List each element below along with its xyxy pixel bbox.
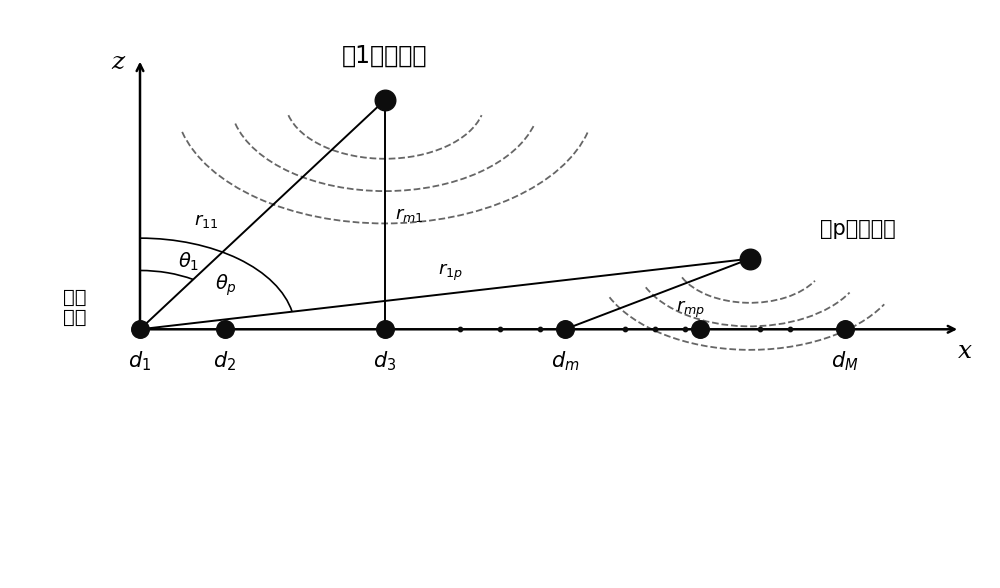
Point (752, 325, 768, 334)
Point (782, 325, 798, 334)
Point (217, 325, 233, 334)
Text: $d_2$: $d_2$ (213, 350, 237, 373)
Text: $d_M$: $d_M$ (831, 350, 859, 373)
Point (532, 325, 548, 334)
Point (377, 95, 393, 105)
Text: $r_{m1}$: $r_{m1}$ (395, 206, 424, 223)
Text: $\theta_p$: $\theta_p$ (215, 272, 237, 298)
Point (742, 254, 758, 263)
Point (452, 325, 468, 334)
Text: $r_{mp}$: $r_{mp}$ (676, 299, 705, 320)
Point (837, 325, 853, 334)
Text: 第p个信号源: 第p个信号源 (820, 219, 896, 239)
Point (692, 325, 708, 334)
Text: $r_{11}$: $r_{11}$ (194, 212, 218, 230)
Point (557, 325, 573, 334)
Text: 第1个信号源: 第1个信号源 (342, 44, 428, 68)
Point (377, 325, 393, 334)
Text: $d_3$: $d_3$ (373, 350, 397, 373)
Point (647, 325, 663, 334)
Text: x: x (958, 340, 972, 363)
Point (617, 325, 633, 334)
Text: $\theta_1$: $\theta_1$ (178, 250, 199, 273)
Point (677, 325, 693, 334)
Point (492, 325, 508, 334)
Point (132, 325, 148, 334)
Text: z: z (111, 51, 125, 75)
Text: $d_1$: $d_1$ (128, 350, 152, 373)
Text: 阵元: 阵元 (63, 308, 87, 327)
Text: 参考: 参考 (63, 288, 87, 306)
Text: $r_{1p}$: $r_{1p}$ (438, 262, 462, 283)
Text: $d_m$: $d_m$ (551, 350, 579, 373)
